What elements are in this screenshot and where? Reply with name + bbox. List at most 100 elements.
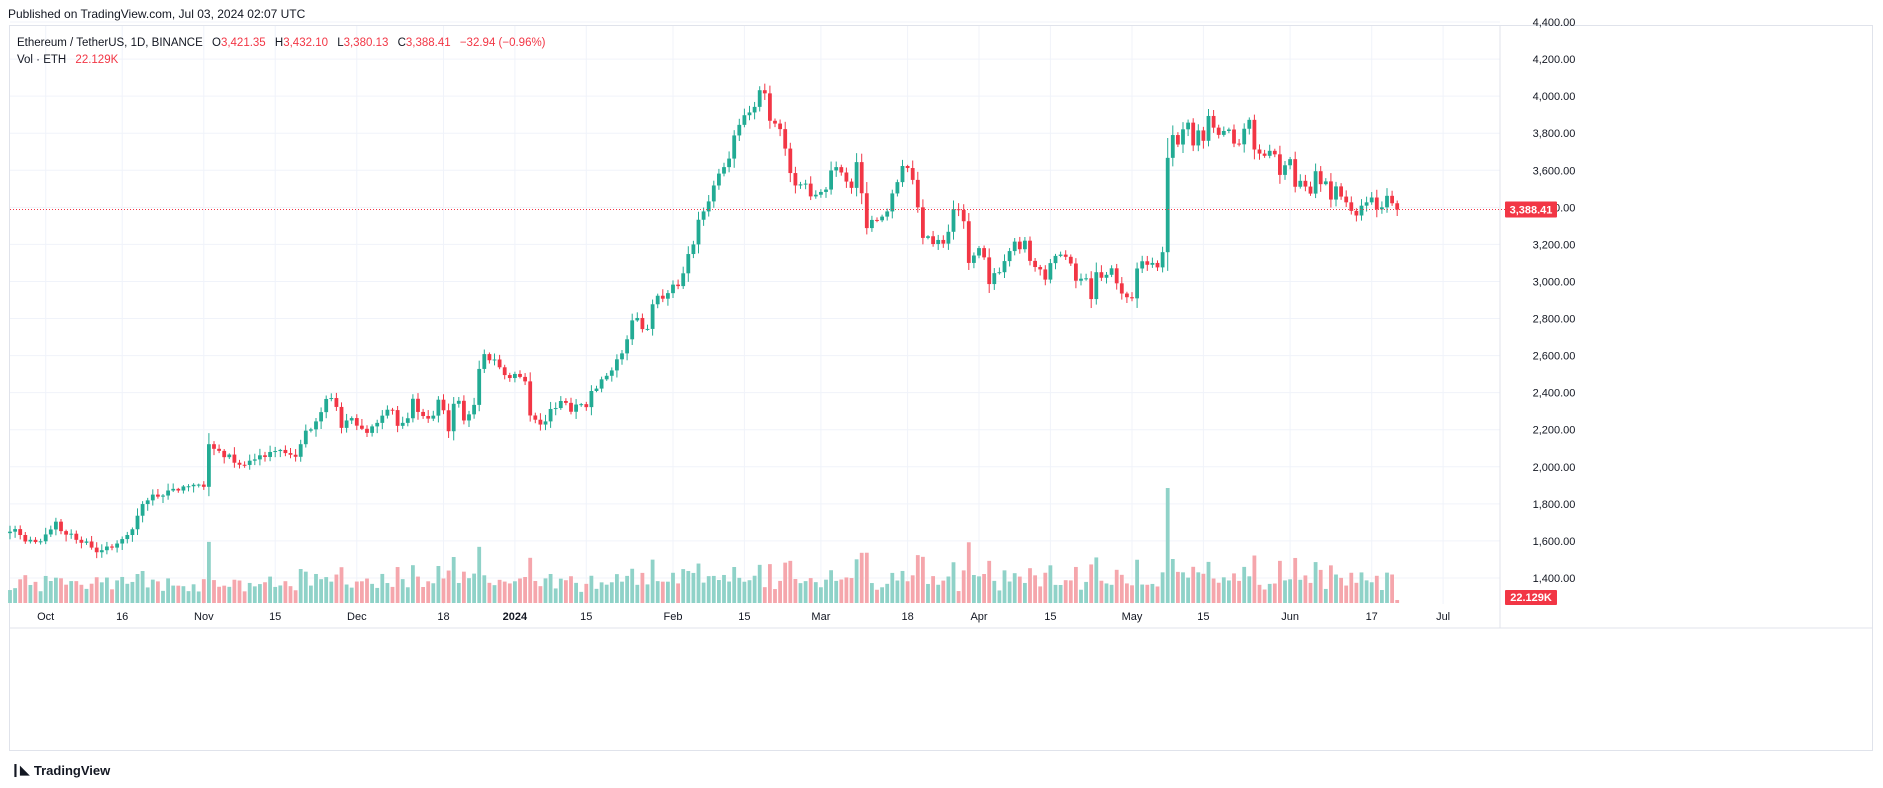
candle-body: [1272, 150, 1277, 155]
time-tick-label: Mar: [811, 611, 830, 623]
volume-bar: [609, 582, 614, 603]
candle-body: [411, 398, 415, 419]
volume-bar: [1201, 573, 1206, 603]
last-volume-badge: [1505, 590, 1557, 605]
candle-body: [1308, 186, 1313, 194]
volume-bar: [650, 559, 655, 603]
volume-bar: [278, 585, 283, 603]
candle-body: [788, 148, 793, 174]
candle-body: [1033, 260, 1037, 268]
volume-bar: [538, 586, 543, 603]
volume-bar: [120, 576, 125, 603]
volume-bar: [232, 579, 237, 603]
candle-body: [1354, 210, 1359, 216]
volume-bar: [1023, 582, 1027, 603]
candle-body: [1170, 135, 1175, 158]
candle-body: [1283, 165, 1287, 175]
legend-low-label: L: [337, 37, 344, 49]
candle-body: [472, 404, 476, 415]
candle-body: [196, 484, 201, 486]
volume-bar: [18, 579, 23, 603]
tradingview-logo[interactable]: ❙◣ TradingView: [10, 762, 110, 778]
volume-bar: [283, 581, 288, 603]
volume-bar: [1170, 559, 1175, 603]
candle-body: [1150, 262, 1155, 265]
volume-bar: [247, 582, 252, 603]
candle-body: [283, 449, 288, 454]
volume-bar: [365, 578, 369, 603]
volume-bar: [808, 578, 813, 603]
price-tick-label: 2,600.00: [1533, 351, 1576, 363]
volume-bar: [1257, 584, 1262, 603]
volume-bar: [288, 586, 293, 603]
volume-bar: [936, 584, 941, 603]
candle-body: [875, 219, 879, 221]
volume-bar: [1216, 582, 1221, 603]
volume-bar: [1038, 586, 1043, 603]
volume-bar: [1283, 580, 1287, 603]
candle-body: [768, 93, 772, 121]
volume-bar: [1145, 584, 1150, 603]
candle-body: [1369, 197, 1374, 203]
volume-bar: [1227, 580, 1231, 603]
volume-bar: [574, 582, 578, 603]
candle-body: [1211, 115, 1216, 128]
candle-body: [1125, 293, 1129, 298]
volume-bar: [1058, 584, 1063, 603]
candle-body: [375, 422, 380, 427]
volume-bar: [1278, 560, 1282, 603]
volume-bar: [1334, 574, 1338, 603]
price-tick-label: 3,800.00: [1533, 128, 1576, 140]
candle-body: [890, 193, 895, 212]
candle-body: [1359, 205, 1364, 216]
candle-body: [416, 398, 420, 412]
candle-body: [380, 415, 385, 423]
candle-body: [926, 236, 930, 238]
candle-body: [1323, 181, 1328, 185]
candle-body: [1068, 256, 1073, 264]
candle-body: [1257, 149, 1262, 154]
candle-body: [242, 464, 247, 466]
volume-bar: [1374, 575, 1379, 603]
price-tick-label: 4,400.00: [1533, 17, 1576, 29]
candle-body: [972, 255, 976, 263]
candle-body: [176, 488, 181, 491]
candle-body: [1262, 153, 1267, 156]
price-tick-label: 4,000.00: [1533, 91, 1576, 103]
legend-open-label: O: [211, 37, 221, 49]
volume-bar: [1165, 488, 1170, 603]
volume-bar: [681, 569, 686, 603]
candle-body: [405, 418, 410, 423]
candle-body: [1186, 122, 1190, 130]
volume-bar: [1267, 583, 1272, 603]
volume-bar: [84, 588, 89, 603]
candle-body: [645, 328, 650, 330]
candle-body: [885, 211, 890, 217]
time-tick-label: Apr: [970, 611, 987, 623]
candle-body: [834, 167, 839, 171]
volume-bar: [711, 575, 716, 603]
volume-bar: [1252, 555, 1257, 603]
candle-body: [977, 248, 981, 256]
volume-bar: [849, 578, 854, 603]
candle-body: [895, 182, 900, 194]
last-volume-label: 22.129K: [1510, 592, 1552, 604]
volume-bar: [951, 562, 956, 603]
candle-body: [268, 451, 272, 457]
candle-body: [523, 376, 527, 382]
volume-bar: [992, 580, 997, 603]
time-tick-label: 18: [437, 611, 449, 623]
volume-bar: [1002, 570, 1007, 603]
candle-body: [1252, 119, 1257, 150]
candle-body: [181, 486, 186, 491]
time-tick-label: Feb: [664, 611, 683, 623]
volume-bar: [757, 564, 762, 603]
volume-bar: [599, 582, 604, 603]
volume-bar: [140, 571, 145, 603]
volume-bar: [543, 578, 548, 603]
price-tick-label: 2,400.00: [1533, 388, 1576, 400]
chart-frame[interactable]: [9, 25, 1873, 751]
time-tick-label: 15: [1197, 611, 1209, 623]
candle-body: [982, 248, 986, 258]
